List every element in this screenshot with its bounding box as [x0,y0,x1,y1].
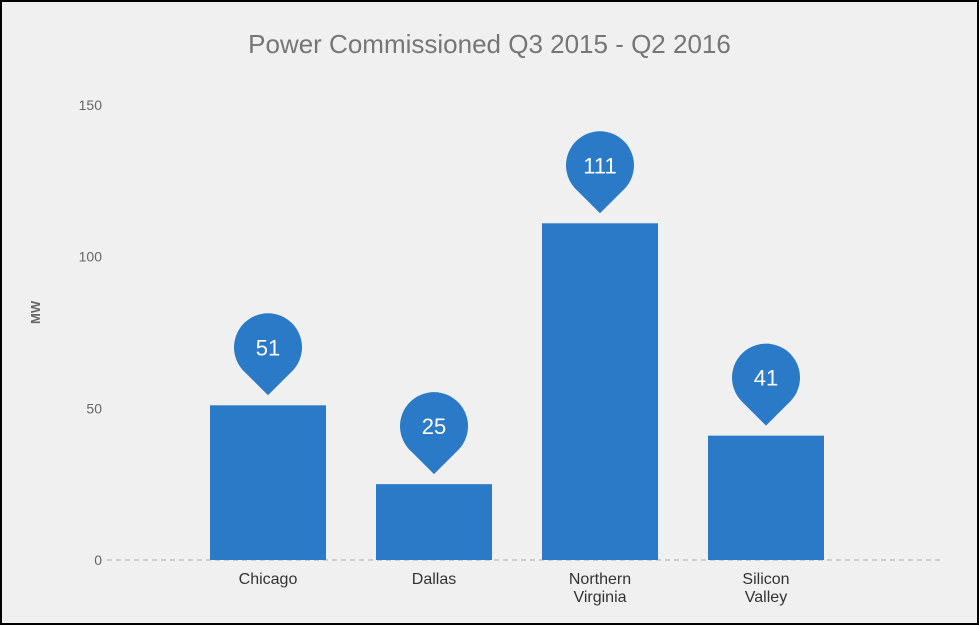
y-tick-label: 0 [94,552,102,568]
x-category-label-line: Virginia [573,589,626,606]
x-category-label-line: Silicon [742,571,789,588]
data-label-pin [565,131,634,214]
bar [210,405,326,560]
bar [376,484,492,560]
y-tick-label: 150 [79,97,103,113]
x-category-label: Chicago [239,571,298,588]
x-category-label-line: Chicago [239,571,298,588]
x-category-label-line: Dallas [412,571,456,588]
data-label: 111 [583,153,616,178]
y-tick-label: 50 [86,400,102,416]
data-label-pin [731,343,800,426]
data-label: 25 [422,414,446,439]
data-label: 41 [754,366,778,391]
bar [542,223,658,561]
x-category-label: Dallas [412,571,456,588]
x-category-label-line: Valley [745,589,787,606]
x-category-label: Northern Virginia [569,571,631,606]
chart-title: Power Commissioned Q3 2015 - Q2 2016 [248,29,731,59]
x-category-label: Silicon Valley [742,571,789,606]
data-label: 51 [256,335,280,360]
x-category-label-line: Northern [569,571,631,588]
data-label-pin [234,313,302,396]
y-tick-label: 100 [79,249,103,265]
bar [708,435,824,560]
data-label-pin [400,392,469,475]
